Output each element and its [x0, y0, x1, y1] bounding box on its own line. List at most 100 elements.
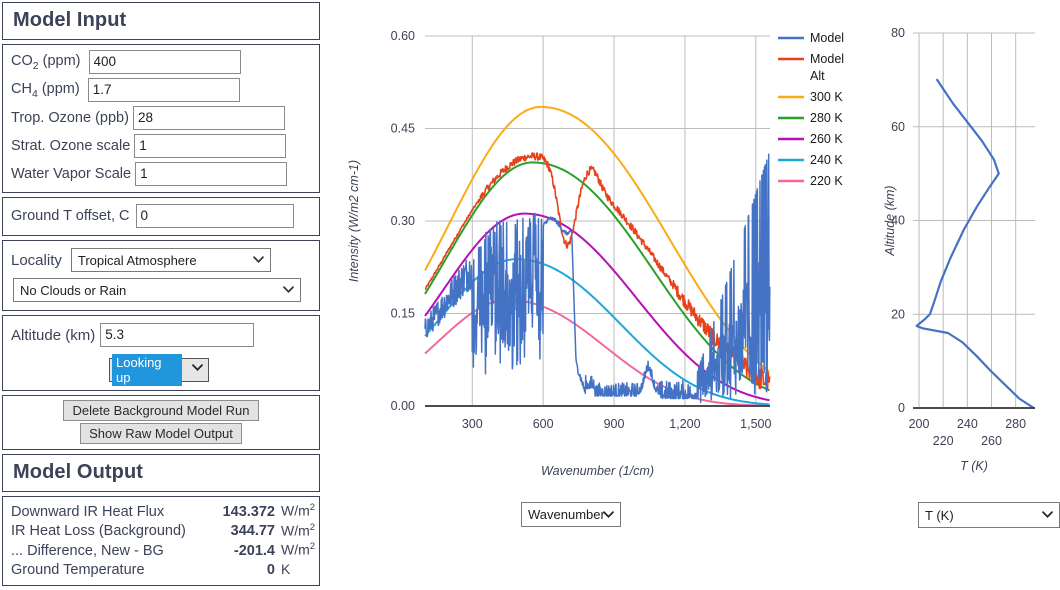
y-tick-label: 20 — [891, 307, 905, 321]
legend-label-300-k: 300 K — [810, 90, 843, 104]
field-row-locality: Locality Tropical Atmosphere — [3, 246, 319, 274]
output-value: 344.77 — [230, 523, 275, 540]
field-row-water-vapor: Water Vapor Scale — [3, 160, 319, 188]
trop-ozone-input[interactable] — [132, 106, 285, 130]
legend-label-280-k: 280 K — [810, 111, 843, 125]
output-label: Downward IR Heat Flux — [11, 503, 165, 520]
profile-gridlines — [913, 32, 1035, 409]
actions-box: Delete Background Model Run Show Raw Mod… — [2, 395, 320, 450]
wavenumber-axis-select[interactable]: Wavenumber — [521, 502, 621, 527]
profile-curve — [913, 78, 1035, 410]
field-row-ch4: CH4 (ppm) — [3, 76, 319, 104]
co2-input[interactable] — [88, 50, 241, 74]
x-tick-label: 200 — [909, 417, 930, 431]
ch4-input[interactable] — [87, 78, 240, 102]
strat-ozone-input[interactable] — [134, 134, 287, 158]
x-tick-label: 300 — [462, 417, 483, 431]
locality-select-wrap: Tropical Atmosphere — [70, 248, 271, 272]
x-tick-label: 280 — [1005, 417, 1026, 431]
y-tick-label: 60 — [891, 120, 905, 134]
output-unit: W/m2 — [281, 521, 316, 539]
curve-model — [424, 153, 771, 404]
field-row-altitude: Altitude (km) — [3, 321, 319, 349]
x-tick-label: 240 — [957, 417, 978, 431]
ground-offset-box: Ground T offset, C — [2, 197, 320, 236]
profile-y-axis-label: Altitude (km) — [883, 185, 897, 256]
label-co2: CO2 (ppm) — [11, 52, 81, 72]
x-tick-label: 1,500 — [740, 417, 771, 431]
curve-300K — [424, 105, 771, 373]
clouds-select[interactable]: No Clouds or Rain — [13, 278, 301, 302]
output-label: Ground Temperature — [11, 561, 145, 578]
label-water-vapor: Water Vapor Scale — [11, 166, 132, 182]
direction-select-value: Looking up — [112, 354, 182, 386]
direction-select-wrap: Looking up — [109, 354, 209, 386]
x-tick-label: 260 — [981, 434, 1002, 448]
ground-offset-input[interactable] — [135, 204, 294, 228]
clouds-select-wrap: No Clouds or Rain — [13, 278, 301, 302]
label-ground-offset: Ground T offset, C — [11, 208, 130, 224]
y-tick-label: 80 — [891, 26, 905, 40]
curve-temperature-profile — [915, 78, 1035, 410]
temperature-axis-select[interactable]: T (K) — [918, 502, 1060, 528]
page-title: Model Input — [13, 9, 127, 31]
y-tick-label: 0.60 — [391, 29, 415, 43]
spectrum-legend: Model Model Alt 300 K 280 K 260 K 240 K 220 K — [778, 31, 844, 188]
field-row-co2: CO2 (ppm) — [3, 48, 319, 76]
legend-label-model: Model — [810, 31, 844, 45]
field-row-clouds: No Clouds or Rain — [3, 274, 319, 304]
output-unit: W/m2 — [281, 541, 316, 558]
show-raw-model-output-button[interactable]: Show Raw Model Output — [80, 423, 242, 444]
y-tick-label: 0 — [898, 401, 905, 415]
output-value: 0 — [266, 561, 275, 578]
field-row-direction: Looking up — [3, 349, 319, 386]
locality-box: Locality Tropical Atmosphere No Clouds o… — [2, 240, 320, 311]
legend-label-240-k: 240 K — [810, 153, 843, 167]
output-unit: W/m2 — [281, 502, 316, 519]
gas-inputs-box: CO2 (ppm) CH4 (ppm) Trop. Ozone (ppb) St… — [2, 44, 320, 193]
output-value: -201.4 — [233, 542, 275, 559]
spectrum-curves — [424, 105, 771, 407]
table-row: Downward IR Heat Flux 143.372 W/m2 — [3, 501, 319, 521]
field-row-ground-offset: Ground T offset, C — [3, 202, 319, 230]
altitude-box: Altitude (km) Looking up — [2, 315, 320, 391]
table-row: ... Difference, New - BG -201.4 W/m2 — [3, 540, 319, 560]
legend-label-model-alt: Model — [810, 52, 844, 66]
output-unit: K — [281, 560, 291, 577]
altitude-input[interactable] — [100, 323, 255, 347]
spectrum-y-axis-label: Intensity (W/m2 cm-1) — [347, 160, 361, 282]
x-tick-label: 600 — [533, 417, 554, 431]
profile-x-axis-label: T (K) — [960, 459, 988, 473]
spectrum-x-axis-label: Wavenumber (1/cm) — [541, 464, 654, 478]
field-row-strat-ozone: Strat. Ozone scale — [3, 132, 319, 160]
label-locality: Locality — [11, 251, 62, 269]
table-row: Ground Temperature 0 K — [3, 560, 319, 579]
main-axis-select-wrap: Wavenumber — [521, 502, 621, 527]
model-output-title: Model Output — [13, 461, 144, 483]
legend-label-220-k: 220 K — [810, 174, 843, 188]
x-tick-label: 900 — [604, 417, 625, 431]
show-raw-output-row: Show Raw Model Output — [3, 423, 319, 444]
y-tick-label: 0.45 — [391, 122, 415, 136]
label-trop-ozone: Trop. Ozone (ppb) — [11, 110, 129, 126]
side-axis-select-wrap: T (K) — [918, 502, 1060, 528]
delete-background-model-run-button[interactable]: Delete Background Model Run — [63, 400, 259, 421]
legend-label-260-k: 260 K — [810, 132, 843, 146]
output-value: 143.372 — [222, 503, 275, 520]
field-row-trop-ozone: Trop. Ozone (ppb) — [3, 104, 319, 132]
spectrum-tick-labels: 0.00 0.15 0.30 0.45 0.60 300 600 900 1,200 1,500 — [391, 29, 772, 431]
x-tick-label: 220 — [933, 434, 954, 448]
output-label: IR Heat Loss (Background) — [11, 523, 186, 540]
y-tick-label: 40 — [891, 214, 905, 228]
y-tick-label: 0.00 — [391, 399, 415, 413]
model-output-title-box: Model Output — [2, 454, 320, 492]
model-input-title-box: Model Input — [2, 2, 320, 40]
legend-label-model-alt-2: Alt — [810, 69, 825, 83]
water-vapor-input[interactable] — [135, 162, 288, 186]
model-output-table: Downward IR Heat Flux 143.372 W/m2 IR He… — [2, 496, 320, 586]
locality-select[interactable]: Tropical Atmosphere — [70, 248, 271, 272]
direction-select[interactable]: Looking up — [109, 354, 209, 386]
